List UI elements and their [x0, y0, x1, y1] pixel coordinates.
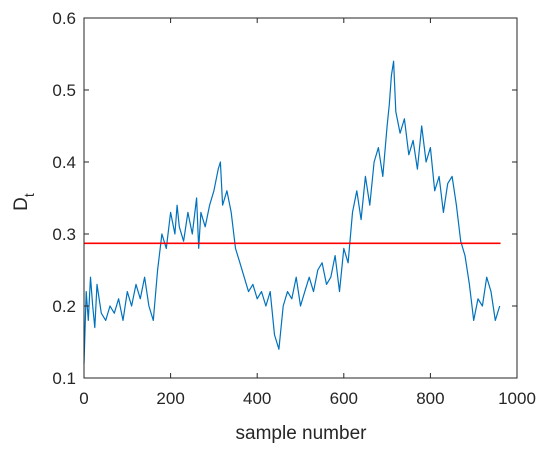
x-tick-label: 0 — [79, 389, 88, 408]
x-tick-label: 200 — [156, 389, 184, 408]
x-tick-label: 1000 — [498, 389, 536, 408]
x-tick-label: 400 — [243, 389, 271, 408]
y-tick-label: 0.4 — [52, 153, 76, 172]
y-tick-label: 0.3 — [52, 225, 76, 244]
plot-area — [83, 60, 501, 364]
x-tick-label: 600 — [330, 389, 358, 408]
axes: 0 200 400 600 800 1000 0.1 0.2 0.3 0.4 0.5 0.6 — [52, 9, 536, 408]
y-axis-label-subscript: t — [21, 193, 37, 197]
x-tick-label: 800 — [416, 389, 444, 408]
series-line-0 — [83, 60, 501, 364]
y-axis-label-group: Dt — [11, 193, 37, 211]
svg-text:Dt: Dt — [11, 193, 37, 211]
y-tick-label: 0.1 — [52, 369, 76, 388]
y-tick-label: 0.5 — [52, 81, 76, 100]
axes-box — [83, 17, 518, 379]
y-tick-label: 0.2 — [52, 297, 76, 316]
x-axis-label: sample number — [236, 423, 368, 444]
y-axis-label: D — [11, 197, 32, 211]
y-tick-label: 0.6 — [52, 9, 76, 28]
